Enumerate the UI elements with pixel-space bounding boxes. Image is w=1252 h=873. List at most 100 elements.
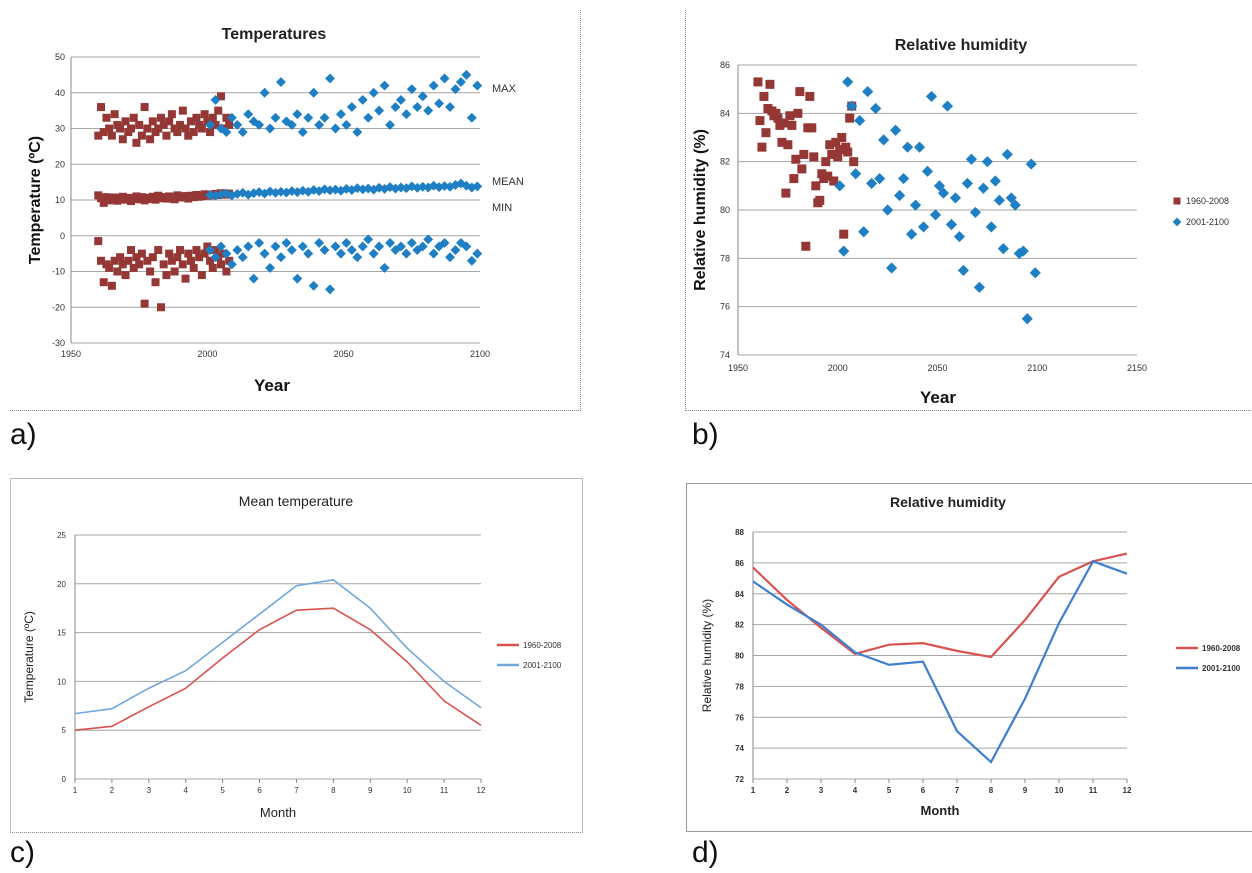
x-tick-label: 2050 xyxy=(927,363,947,373)
data-point xyxy=(412,102,423,113)
data-point xyxy=(472,80,483,91)
data-point xyxy=(308,87,319,98)
data-point xyxy=(805,91,815,101)
data-point xyxy=(254,237,265,248)
data-point xyxy=(913,141,926,153)
data-point xyxy=(140,299,149,308)
data-point xyxy=(357,241,368,252)
chart-title: Temperatures xyxy=(222,26,327,43)
data-point xyxy=(839,229,849,239)
panel-c-mean-temperature: 0 5 10 15 20 25 1 2 3 4 5 6 7 8 9 10 11 12 Mean temperatur… xyxy=(10,478,583,833)
y-tick-label: 80 xyxy=(735,652,744,661)
data-point xyxy=(319,184,330,195)
data-point xyxy=(823,171,833,181)
data-point xyxy=(801,241,811,251)
data-point xyxy=(210,94,221,105)
data-point xyxy=(99,198,108,207)
data-point xyxy=(755,116,765,126)
legend-label: 2001-2100 xyxy=(523,661,562,670)
data-point xyxy=(181,124,190,133)
data-point xyxy=(243,241,254,252)
data-point xyxy=(945,218,958,231)
data-point xyxy=(773,113,783,123)
data-point xyxy=(779,118,789,128)
x-tick-label: 5 xyxy=(220,786,225,795)
data-point xyxy=(815,195,825,205)
data-point xyxy=(445,102,455,113)
y-tick-label: 10 xyxy=(57,677,66,686)
y-tick-label: 82 xyxy=(720,157,730,167)
data-point xyxy=(200,110,209,119)
data-point xyxy=(817,169,827,179)
data-point xyxy=(412,245,423,256)
data-point xyxy=(221,188,232,199)
chart-title: Relative humidity xyxy=(890,494,1006,510)
data-point xyxy=(450,84,461,95)
y-tick-label: 88 xyxy=(735,528,744,537)
data-point xyxy=(286,186,297,197)
y-tick-label: 20 xyxy=(55,159,65,169)
x-tick-label: 11 xyxy=(440,786,449,795)
panel-label-a: a) xyxy=(10,418,37,451)
data-point xyxy=(297,241,308,252)
data-point xyxy=(206,128,215,137)
data-point xyxy=(192,113,201,122)
x-tick-label: 6 xyxy=(257,786,262,795)
x-tick-label: 10 xyxy=(1055,786,1064,795)
data-point xyxy=(357,94,368,105)
data-point xyxy=(170,267,179,276)
data-point xyxy=(352,252,363,263)
data-point xyxy=(281,237,292,248)
data-point xyxy=(795,87,805,97)
data-point xyxy=(793,108,803,118)
data-point xyxy=(341,119,352,130)
data-point xyxy=(439,237,450,248)
y-tick-label: 84 xyxy=(720,108,730,118)
x-tick-label: 1 xyxy=(751,786,756,795)
data-point xyxy=(829,176,839,186)
data-point xyxy=(401,248,412,259)
data-point xyxy=(146,267,155,276)
data-point xyxy=(165,249,174,258)
y-tick-label: 72 xyxy=(735,775,744,784)
data-point xyxy=(445,252,455,263)
data-point xyxy=(368,184,379,195)
data-point xyxy=(222,267,231,276)
data-point xyxy=(216,92,225,101)
data-point xyxy=(330,123,341,134)
data-point xyxy=(292,109,303,120)
data-point xyxy=(901,141,914,153)
y-tick-label: 86 xyxy=(720,60,730,70)
data-point xyxy=(259,87,270,98)
data-point xyxy=(997,243,1009,255)
x-tick-label: 9 xyxy=(1023,786,1028,795)
data-point xyxy=(843,147,853,157)
data-point xyxy=(368,87,379,98)
series-line xyxy=(74,607,482,731)
data-point xyxy=(265,262,276,273)
data-point xyxy=(423,182,434,193)
data-point xyxy=(132,253,141,262)
data-point xyxy=(898,173,910,185)
data-point xyxy=(162,271,171,280)
x-tick-label: 4 xyxy=(853,786,858,795)
data-point xyxy=(406,237,417,248)
y-axis-label: Temperature (ºC) xyxy=(27,136,44,264)
data-point xyxy=(216,260,225,269)
panel-label-d: d) xyxy=(692,836,719,869)
y-tick-label: 86 xyxy=(735,559,744,568)
data-point xyxy=(765,79,775,89)
series-line xyxy=(752,552,1128,659)
data-point xyxy=(102,113,111,122)
data-point xyxy=(99,128,108,137)
data-point xyxy=(184,131,193,140)
y-axis-label: Relative humidity (%) xyxy=(700,599,714,712)
data-point xyxy=(178,106,187,115)
data-point xyxy=(777,137,787,147)
data-point xyxy=(909,199,922,211)
x-tick-label: 4 xyxy=(184,786,189,795)
data-point xyxy=(105,124,114,133)
data-point xyxy=(858,226,870,238)
data-point xyxy=(917,221,930,233)
data-point xyxy=(929,209,942,221)
